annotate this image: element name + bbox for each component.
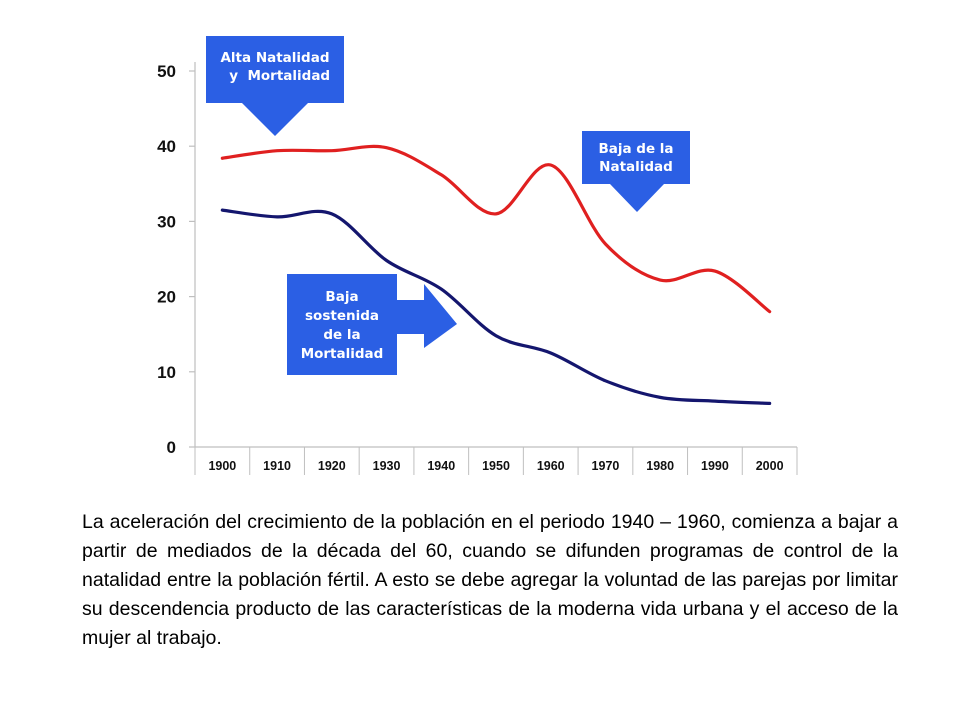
callout-high-birth-death: Alta Natalidad y Mortalidad bbox=[206, 36, 344, 136]
y-tick-label: 20 bbox=[157, 288, 176, 307]
x-tick-label: 1900 bbox=[208, 459, 236, 473]
callout-box bbox=[582, 131, 690, 184]
callout-line-2: Natalidad bbox=[599, 159, 673, 175]
x-tick-label: 1930 bbox=[373, 459, 401, 473]
callout-line-1: Alta Natalidad bbox=[220, 50, 329, 66]
y-tick-label: 0 bbox=[167, 438, 176, 457]
y-axis-ticks: 0 10 20 30 40 50 bbox=[157, 62, 195, 457]
caption-paragraph: La aceleración del crecimiento de la pob… bbox=[82, 511, 898, 649]
right-arrow-icon bbox=[397, 284, 457, 348]
callout-sustained-mortality-decline: Baja sostenida de la Mortalidad bbox=[287, 274, 457, 375]
x-tick-label: 1910 bbox=[263, 459, 291, 473]
chart-axes bbox=[194, 62, 797, 448]
callout-line-3: de la bbox=[323, 327, 360, 343]
y-tick-label: 50 bbox=[157, 62, 176, 81]
callout-line-2: y Mortalidad bbox=[220, 68, 330, 84]
callout-line-4: Mortalidad bbox=[301, 346, 384, 362]
callout-line-2: sostenida bbox=[305, 308, 379, 324]
callout-birth-decline: Baja de la Natalidad bbox=[582, 131, 690, 212]
callout-line-1: Baja bbox=[325, 289, 358, 305]
birth-death-rate-chart: 0 10 20 30 40 50 1900 1910 1920 1930 1940 1950 1960… bbox=[157, 36, 798, 475]
callout-box bbox=[206, 36, 344, 103]
callout-line-1: Baja de la bbox=[598, 141, 673, 157]
x-tick-label: 1950 bbox=[482, 459, 510, 473]
chart-series bbox=[220, 144, 772, 405]
birth-rate-line bbox=[220, 144, 772, 314]
x-tick-label: 1960 bbox=[537, 459, 565, 473]
down-arrow-icon bbox=[242, 103, 308, 136]
x-tick-label: 1980 bbox=[646, 459, 674, 473]
down-arrow-icon bbox=[610, 184, 664, 212]
x-tick-label: 1970 bbox=[592, 459, 620, 473]
x-tick-label: 1920 bbox=[318, 459, 346, 473]
y-tick-label: 40 bbox=[157, 137, 176, 156]
x-tick-label: 1940 bbox=[427, 459, 455, 473]
callout-box bbox=[287, 274, 397, 375]
y-tick-label: 30 bbox=[157, 212, 176, 231]
chart-grid bbox=[194, 447, 798, 475]
x-tick-label: 2000 bbox=[756, 459, 784, 473]
y-tick-label: 10 bbox=[157, 363, 176, 382]
x-axis-ticks: 1900 1910 1920 1930 1940 1950 1960 1970 1980 1990… bbox=[208, 459, 783, 473]
x-tick-label: 1990 bbox=[701, 459, 729, 473]
